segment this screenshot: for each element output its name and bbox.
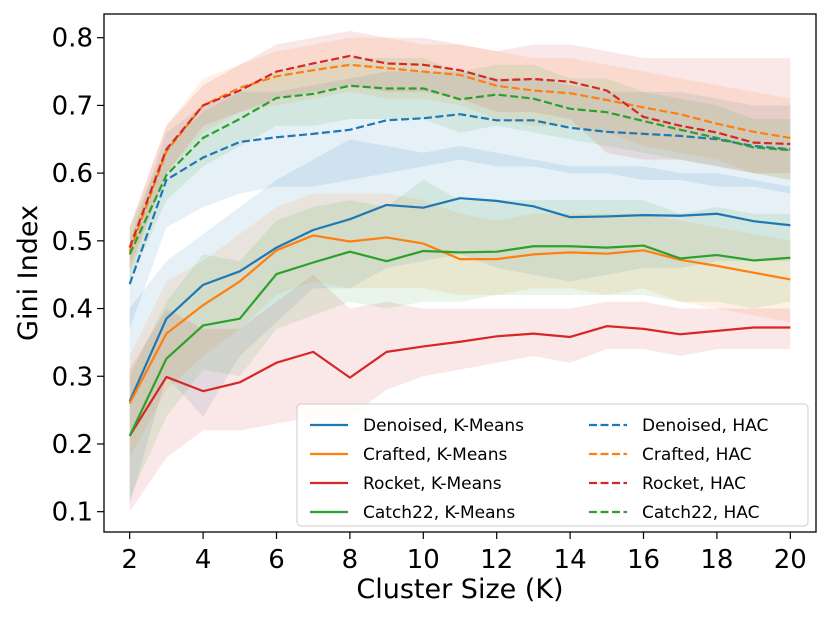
x-tick-label: 4 (195, 545, 212, 575)
band-crafted-k-means (129, 193, 791, 458)
line-catch22-k-means (128, 244, 791, 437)
x-axis-ticks: 2 4 6 8 10 12 14 16 18 20 (121, 532, 807, 575)
legend-label-catch22-hac: Catch22, HAC (642, 503, 760, 523)
legend-label-catch22-k-means: Catch22, K-Means (363, 503, 515, 523)
x-tick-label: 2 (121, 545, 138, 575)
y-axis-label: Gini Index (13, 205, 44, 341)
series-lines (128, 54, 791, 437)
y-tick-label: 0.3 (52, 362, 93, 392)
x-tick-label: 12 (480, 545, 513, 575)
legend-label-crafted-hac: Crafted, HAC (642, 445, 752, 465)
x-tick-label: 16 (627, 545, 660, 575)
band-denoised-k-means (129, 139, 791, 505)
line-rocket-k-means (128, 325, 791, 437)
legend-label-rocket-hac: Rocket, HAC (642, 474, 746, 494)
x-tick-label: 20 (774, 545, 807, 575)
y-tick-label: 0.7 (52, 91, 93, 121)
line-crafted-hac (128, 63, 791, 253)
band-rocket-k-means (129, 274, 791, 512)
line-crafted-k-means (128, 234, 791, 404)
legend-label-denoised-hac: Denoised, HAC (642, 416, 768, 436)
band-catch22-k-means (129, 179, 791, 499)
x-tick-label: 10 (407, 545, 440, 575)
line-denoised-hac (128, 113, 791, 285)
line-denoised-k-means (128, 197, 791, 402)
y-tick-label: 0.8 (52, 24, 93, 54)
legend-label-rocket-k-means: Rocket, K-Means (363, 474, 502, 494)
legend-label-crafted-k-means: Crafted, K-Means (363, 445, 508, 465)
band-catch22-hac (129, 58, 791, 282)
band-rocket-hac (129, 30, 791, 268)
y-tick-label: 0.6 (52, 159, 93, 189)
y-tick-label: 0.2 (52, 430, 93, 460)
legend-label-denoised-k-means: Denoised, K-Means (363, 416, 524, 436)
x-tick-label: 8 (342, 545, 359, 575)
x-tick-label: 18 (700, 545, 733, 575)
y-tick-label: 0.5 (52, 227, 93, 257)
y-tick-label: 0.1 (52, 498, 93, 528)
x-tick-label: 14 (554, 545, 587, 575)
plot-frame (103, 13, 817, 533)
y-tick-label: 0.4 (52, 295, 93, 325)
line-catch22-hac (128, 84, 791, 255)
x-tick-label: 6 (268, 545, 285, 575)
line-rocket-hac (128, 54, 791, 248)
legend-box (296, 403, 809, 527)
x-axis-label: Cluster Size (K) (356, 574, 563, 605)
legend: Denoised, K-Means Crafted, K-Means Rocket,… (296, 403, 809, 527)
y-axis-ticks: 0.1 0.2 0.3 0.4 0.5 0.6 0.7 0.8 (52, 24, 104, 528)
